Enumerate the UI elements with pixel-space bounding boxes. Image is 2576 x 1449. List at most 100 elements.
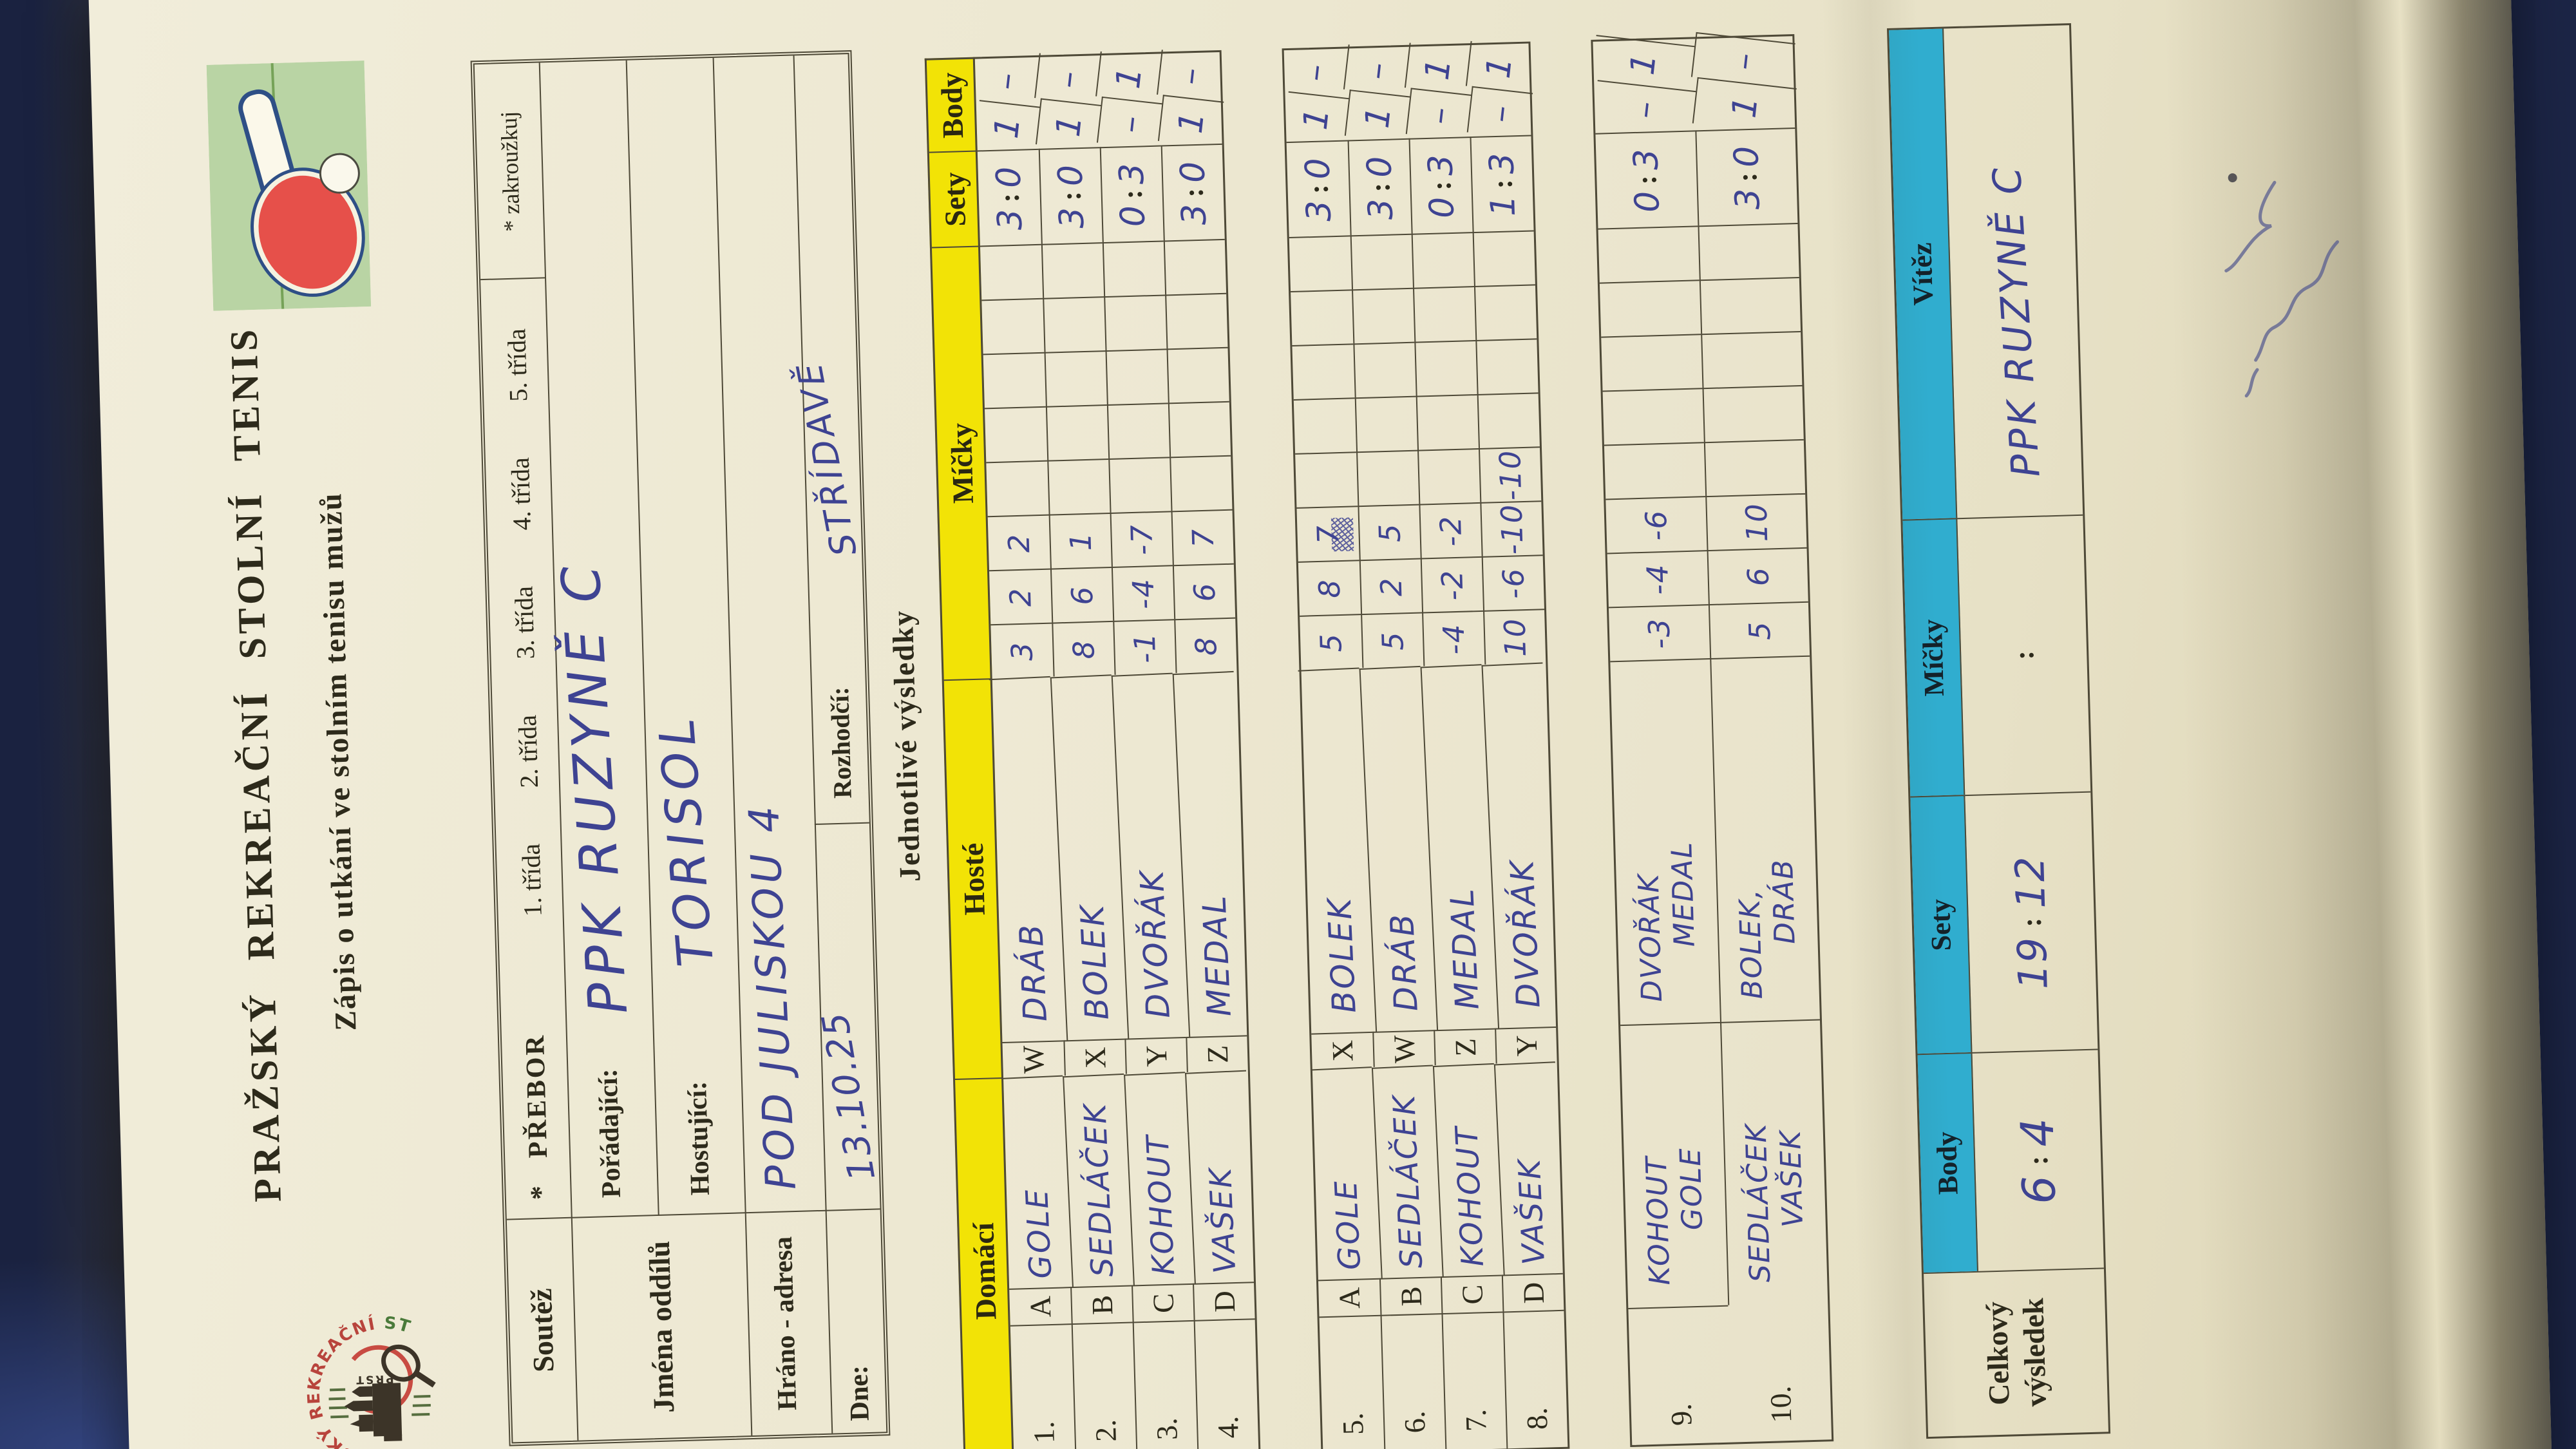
sets-guest: 0 xyxy=(1359,154,1399,178)
competition-class-4: 4. třída xyxy=(505,457,536,531)
paddle-logo xyxy=(206,61,372,311)
home-club-label: Pořádající: xyxy=(593,1068,627,1198)
set-balls: 2 xyxy=(1359,558,1423,614)
home-player: KOHOUT xyxy=(1124,1072,1195,1286)
guest-letter: Y xyxy=(1124,1037,1187,1074)
home-player: GOLE xyxy=(1001,1075,1072,1289)
guest-letter: X xyxy=(1311,1031,1374,1069)
set-balls xyxy=(1170,455,1233,511)
set-balls: -4 xyxy=(1607,550,1709,607)
set-balls: 6 xyxy=(1707,547,1808,605)
sets-score: 1: 3 xyxy=(1470,135,1534,232)
summary-balls-value: : xyxy=(1957,514,2091,795)
set-balls: 2 xyxy=(989,568,1052,625)
set-balls: 8 xyxy=(1052,620,1115,677)
points-home: 1 xyxy=(974,100,1041,153)
set-balls: 5 xyxy=(1358,504,1421,560)
set-balls xyxy=(1166,346,1229,403)
points-guest: – xyxy=(1294,61,1336,84)
summary-sets-value: 19: 12 xyxy=(1965,791,2098,1052)
set-balls xyxy=(983,352,1046,408)
home-player: KOHOUT xyxy=(1432,1063,1504,1277)
row-number: 2. xyxy=(1071,1321,1137,1449)
set-balls: 6 xyxy=(1172,563,1236,620)
singles-table-2: 5. A GOLE X BOLEK 5 8 7 3:0 1– 6. B SEDLÁČEK W DRÁB 5 2… xyxy=(1282,41,1570,1449)
home-letter: D xyxy=(1193,1282,1255,1320)
set-balls xyxy=(1041,242,1104,298)
sets-guest-total: 12 xyxy=(2005,855,2055,909)
sets-guest: 3 xyxy=(1626,147,1666,171)
set-balls: 7 xyxy=(1171,509,1234,565)
row-number: 3. xyxy=(1132,1320,1198,1449)
sets-home: 3 xyxy=(1728,186,1768,211)
set-balls xyxy=(1108,457,1171,513)
venue-label: Hráno - adresa xyxy=(768,1236,803,1411)
set-balls xyxy=(1411,232,1474,288)
guest-pair-player1: DVOŘÁK xyxy=(1632,873,1669,1003)
home-pair: SEDLÁČEK VAŠEK xyxy=(1719,1019,1828,1305)
home-letter: B xyxy=(1379,1276,1442,1315)
set-balls xyxy=(1701,330,1803,388)
printed-colon: : xyxy=(1631,175,1663,185)
guest-letter: W xyxy=(1372,1030,1435,1067)
set-balls xyxy=(1047,459,1110,515)
printed-colon: : xyxy=(1425,180,1457,191)
printed-colon: : xyxy=(1486,178,1519,189)
date-label: Dne: xyxy=(844,1365,875,1422)
sets-home: 3 xyxy=(1174,202,1214,226)
points-guest-total: 4 xyxy=(2010,1116,2065,1148)
points-guest: 1 xyxy=(1404,43,1471,95)
paddle-blade-icon xyxy=(252,169,364,296)
phst-club-stamp: PRAŽSKÝ REKREAČNÍ STOLNÍ TENIS xyxy=(294,1312,436,1449)
sets-home: 3 xyxy=(1361,196,1401,221)
sets-score: 3: 0 xyxy=(977,148,1041,246)
set-balls: 8 xyxy=(1298,560,1361,616)
sets-guest: 0 xyxy=(1727,144,1766,168)
sets-home: 3 xyxy=(1052,205,1092,229)
set-balls xyxy=(1292,343,1355,399)
printed-colon: : xyxy=(1731,172,1763,183)
points-guest: – xyxy=(1034,53,1101,105)
set-balls: 3 xyxy=(990,622,1054,679)
home-pair-player2: GOLE xyxy=(1673,1146,1709,1231)
points-guest: – xyxy=(1157,50,1223,102)
set-balls: -6 xyxy=(1481,554,1544,611)
doubles-table: 9. KOHOUT GOLE DVOŘÁK MEDAL -3 -4 -6 0:3–1 10. SE… xyxy=(1591,32,1834,1447)
set-balls xyxy=(1604,442,1706,499)
overall-label-line1: Celkový xyxy=(1979,1301,2016,1406)
set-balls xyxy=(1293,397,1357,453)
set-balls xyxy=(1353,341,1416,398)
sets-score: 0: 3 xyxy=(1099,145,1164,243)
row-number: 9. xyxy=(1628,1305,1732,1445)
sets-guest: 0 xyxy=(1298,156,1338,180)
printed-colon: : xyxy=(2015,917,2048,928)
points-guest: – xyxy=(1343,44,1410,97)
home-pair-player1: SEDLÁČEK xyxy=(1739,1122,1777,1283)
home-letter: A xyxy=(1318,1278,1381,1317)
printed-colon: : xyxy=(1364,182,1396,193)
home-player: VAŠEK xyxy=(1185,1070,1256,1284)
printed-colon: : xyxy=(2008,650,2040,661)
guest-pair-player1: BOLEK, xyxy=(1732,887,1769,1000)
overall-label-line2: výsledek xyxy=(2016,1297,2052,1407)
venue-value: POD JULISKOU 4 xyxy=(740,801,806,1191)
summary-points-value: 6: 4 xyxy=(1972,1048,2104,1271)
set-balls xyxy=(1350,233,1413,290)
printed-colon: : xyxy=(1055,191,1087,202)
row-number: 6. xyxy=(1380,1313,1446,1449)
circle-it-note: * zakroužkuj xyxy=(495,111,525,232)
set-balls xyxy=(1356,450,1419,506)
sets-guest: 0 xyxy=(1173,159,1213,184)
sets-home: 0 xyxy=(1422,194,1462,219)
ink-scribble xyxy=(1331,517,1354,552)
points-home: 1 xyxy=(1157,95,1224,148)
set-balls xyxy=(1106,402,1170,459)
singles-table-1: 1. A GOLE W DRÁB 3 2 2 3:0 1– 2. B SEDLÁČEK X BOLEK 8 6… xyxy=(972,50,1261,1449)
home-letter: C xyxy=(1440,1274,1503,1314)
sets-score: 0: 3 xyxy=(1595,130,1698,229)
set-balls xyxy=(1698,222,1799,280)
printed-colon: : xyxy=(1116,189,1148,200)
sets-guest: 3 xyxy=(1421,153,1461,176)
set-balls xyxy=(986,460,1049,516)
